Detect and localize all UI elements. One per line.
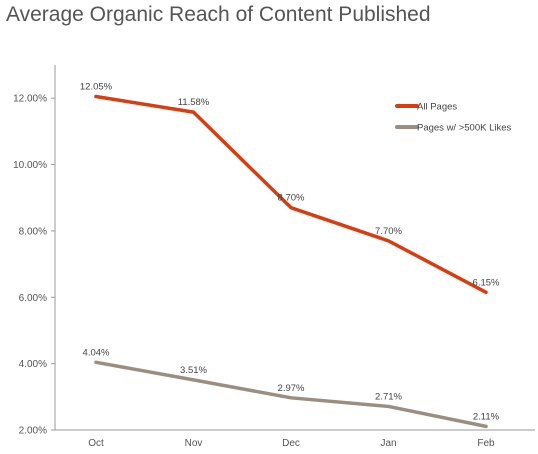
legend-label: All Pages bbox=[417, 102, 457, 113]
y-tick-label: 2.00% bbox=[19, 426, 47, 437]
x-tick-label: Jan bbox=[380, 438, 396, 449]
data-point bbox=[289, 396, 293, 400]
x-tick-label: Nov bbox=[185, 438, 203, 449]
data-label: 2.97% bbox=[278, 383, 305, 394]
data-label: 6.15% bbox=[473, 277, 500, 288]
data-point bbox=[387, 239, 390, 243]
y-tick-label: 4.00% bbox=[19, 359, 47, 370]
y-axis-ticks: 2.00% 4.00% 6.00% 8.00% 10.00% 12.00% bbox=[13, 94, 55, 437]
y-tick-label: 6.00% bbox=[19, 293, 47, 304]
y-tick-label: 12.00% bbox=[13, 94, 47, 105]
x-tick-label: Dec bbox=[282, 438, 300, 449]
data-labels: 12.05% 11.58% 8.70% 7.70% 6.15% 4.04% 3.51% 2.9… bbox=[80, 82, 500, 423]
data-point bbox=[192, 378, 195, 382]
x-axis-ticks: Oct Nov Dec Jan Feb bbox=[88, 438, 495, 449]
data-label: 7.70% bbox=[375, 226, 402, 237]
data-point bbox=[387, 404, 390, 408]
data-point bbox=[94, 95, 98, 99]
data-label: 2.71% bbox=[375, 391, 402, 402]
series-lines bbox=[94, 94, 488, 429]
y-tick-label: 10.00% bbox=[13, 160, 47, 171]
data-label: 2.11% bbox=[473, 411, 500, 422]
x-tick-label: Feb bbox=[477, 438, 495, 449]
data-point bbox=[484, 424, 488, 428]
data-point bbox=[289, 206, 293, 210]
chart-title: Average Organic Reach of Content Publish… bbox=[6, 3, 431, 26]
data-label: 8.70% bbox=[278, 193, 305, 204]
data-label: 4.04% bbox=[83, 347, 110, 358]
data-point bbox=[484, 290, 488, 294]
data-label: 3.51% bbox=[180, 365, 207, 376]
data-label: 11.58% bbox=[178, 97, 210, 108]
data-point bbox=[94, 360, 98, 364]
legend-label: Pages w/ >500K Likes bbox=[417, 123, 512, 134]
chart-legend: All Pages Pages w/ >500K Likes bbox=[395, 102, 512, 134]
data-point bbox=[192, 110, 195, 114]
x-tick-label: Oct bbox=[88, 438, 104, 449]
data-label: 12.05% bbox=[80, 82, 113, 93]
y-tick-label: 8.00% bbox=[19, 226, 47, 237]
chart-axes bbox=[54, 65, 535, 431]
series-line bbox=[94, 360, 488, 429]
